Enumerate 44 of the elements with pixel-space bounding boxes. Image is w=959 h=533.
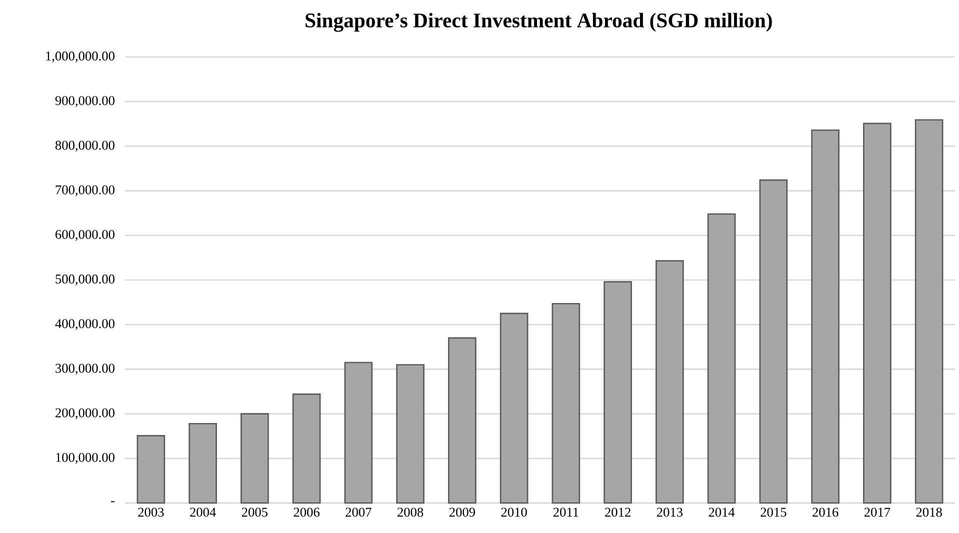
x-tick-label: 2009 — [449, 508, 475, 517]
bar — [707, 213, 736, 504]
x-tick-label: 2012 — [605, 508, 630, 517]
y-tick-label: 700,000.00 — [56, 185, 114, 196]
bar — [759, 179, 788, 504]
y-tick-label: 1,000,000.00 — [46, 52, 114, 62]
bar — [240, 413, 269, 504]
x-tick-label: 2005 — [242, 508, 268, 517]
bar — [136, 434, 166, 504]
y-tick-label: - — [111, 501, 114, 502]
x-tick-label: 2007 — [346, 508, 372, 517]
x-tick-label: 2014 — [708, 508, 735, 517]
bar — [344, 362, 373, 504]
x-tick-label: 2008 — [398, 508, 424, 517]
x-tick-label: 2016 — [812, 508, 838, 517]
bar — [188, 422, 217, 504]
bar — [863, 122, 892, 504]
y-tick-label: 800,000.00 — [55, 140, 114, 152]
x-tick-label: 2006 — [294, 508, 320, 517]
y-tick-label: 900,000.00 — [55, 96, 114, 108]
x-tick-label: 2003 — [138, 508, 164, 517]
x-tick-label: 2011 — [553, 508, 578, 517]
y-tick-label: 200,000.00 — [56, 408, 114, 420]
y-tick-label: 400,000.00 — [55, 319, 114, 330]
x-tick-label: 2010 — [501, 508, 527, 517]
y-tick-label: 100,000.00 — [56, 452, 114, 464]
bar — [914, 119, 944, 504]
bar — [396, 364, 424, 504]
x-tick-label: 2013 — [656, 508, 683, 517]
bar — [656, 260, 684, 504]
bar — [292, 394, 321, 504]
bar — [500, 312, 528, 504]
x-tick-label: 2004 — [190, 508, 216, 517]
y-tick-label: 500,000.00 — [56, 274, 114, 286]
x-tick-label: 2017 — [864, 508, 890, 517]
x-tick-label: 2015 — [760, 508, 786, 517]
chart-title: Singapore’s Direct Investment Abroad (SGD million) — [306, 12, 772, 32]
y-tick-label: 300,000.00 — [56, 364, 114, 375]
bar — [552, 302, 580, 504]
bar — [604, 281, 632, 504]
bar — [811, 129, 840, 504]
x-tick-label: 2018 — [916, 508, 942, 517]
bar — [448, 337, 476, 504]
y-tick-label: 600,000.00 — [56, 230, 114, 241]
